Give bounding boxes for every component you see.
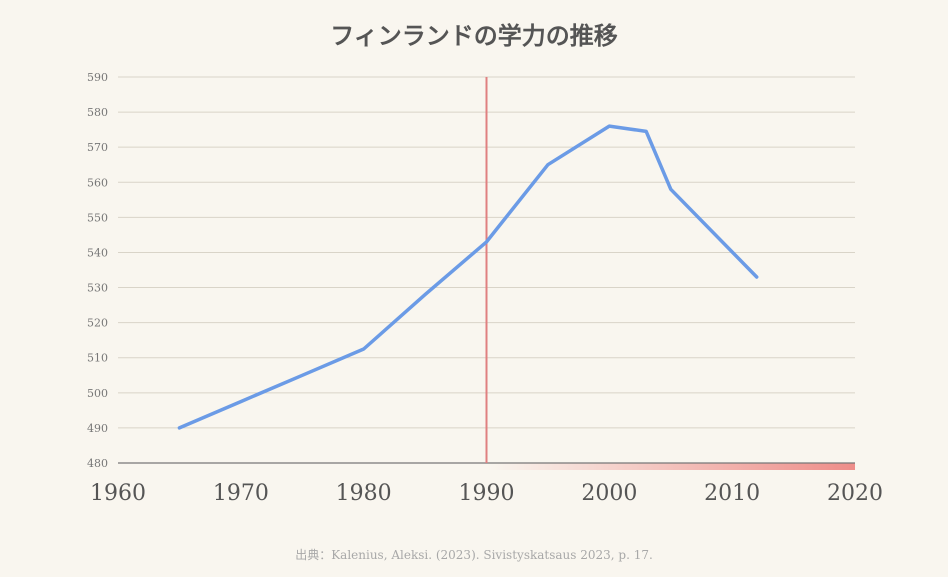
x-tick-1980: 1980 [336, 481, 392, 506]
source-note: 出典：Kalenius, Aleksi. (2023). Sivistyskat… [295, 548, 653, 562]
series-line-0 [177, 124, 759, 430]
y-tick-480: 480 [87, 457, 108, 470]
y-tick-590: 590 [87, 71, 108, 84]
y-tick-500: 500 [87, 387, 108, 400]
chart-title: フィンランドの学力の推移 [330, 21, 618, 50]
highlight-band [486, 463, 855, 470]
y-tick-490: 490 [87, 422, 108, 435]
x-tick-1960: 1960 [90, 481, 146, 506]
y-tick-560: 560 [87, 176, 108, 189]
y-axis-ticks: 480 490 500 510 520 530 540 550 560 570 580 590 [87, 71, 108, 470]
y-tick-520: 520 [87, 317, 108, 330]
highlight-band-layer [486, 463, 855, 470]
series-layer [177, 124, 759, 430]
y-tick-530: 530 [87, 282, 108, 295]
x-axis-ticks: 1960 1970 1980 1990 2000 2010 2020 [90, 481, 883, 506]
y-tick-540: 540 [87, 246, 108, 259]
x-tick-2000: 2000 [581, 481, 637, 506]
x-tick-1970: 1970 [213, 481, 269, 506]
y-tick-550: 550 [87, 211, 108, 224]
y-tick-510: 510 [87, 352, 108, 365]
x-tick-2020: 2020 [827, 481, 883, 506]
y-tick-580: 580 [87, 106, 108, 119]
y-tick-570: 570 [87, 141, 108, 154]
x-tick-2010: 2010 [704, 481, 760, 506]
x-tick-1990: 1990 [459, 481, 515, 506]
